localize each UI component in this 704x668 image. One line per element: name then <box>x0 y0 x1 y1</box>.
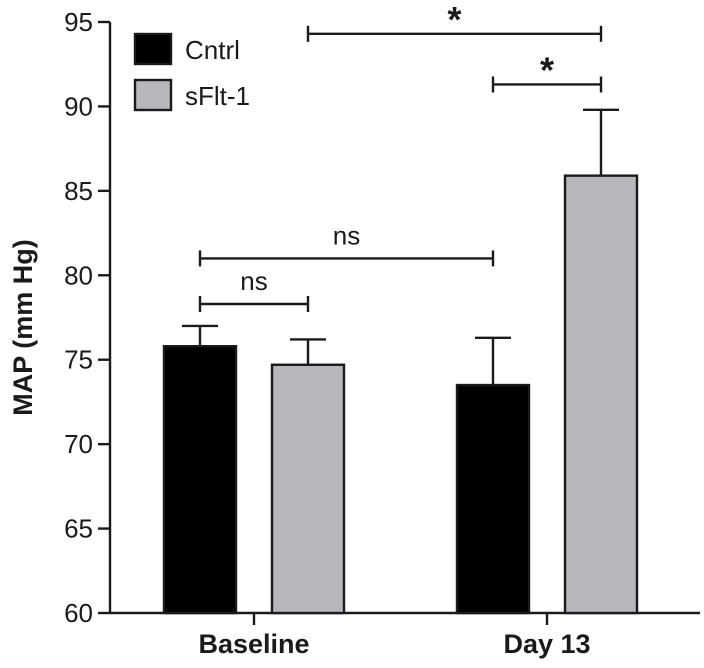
y-tick-label: 90 <box>64 91 93 121</box>
bar <box>455 383 531 615</box>
legend-swatch <box>133 32 173 66</box>
y-axis-title: MAP (mm Hg) <box>8 239 38 416</box>
y-tick-label: 95 <box>64 7 93 37</box>
legend-label: sFlt-1 <box>185 81 250 111</box>
y-tick-label: 60 <box>64 598 93 628</box>
bar <box>563 174 639 615</box>
y-tick-label: 70 <box>64 429 93 459</box>
significance-label: ns <box>333 220 360 250</box>
x-category-label: Baseline <box>198 629 309 659</box>
y-tick-label: 75 <box>64 345 93 375</box>
bar <box>162 345 238 615</box>
y-tick-label: 85 <box>64 176 93 206</box>
legend-swatch <box>133 78 173 112</box>
significance-label: * <box>540 49 554 90</box>
x-category-label: Day 13 <box>503 629 590 659</box>
y-tick-label: 80 <box>64 260 93 290</box>
bar <box>270 363 346 615</box>
significance-label: * <box>447 0 461 40</box>
significance-label: ns <box>240 266 267 296</box>
legend-label: Cntrl <box>185 35 240 65</box>
y-tick-label: 65 <box>64 514 93 544</box>
